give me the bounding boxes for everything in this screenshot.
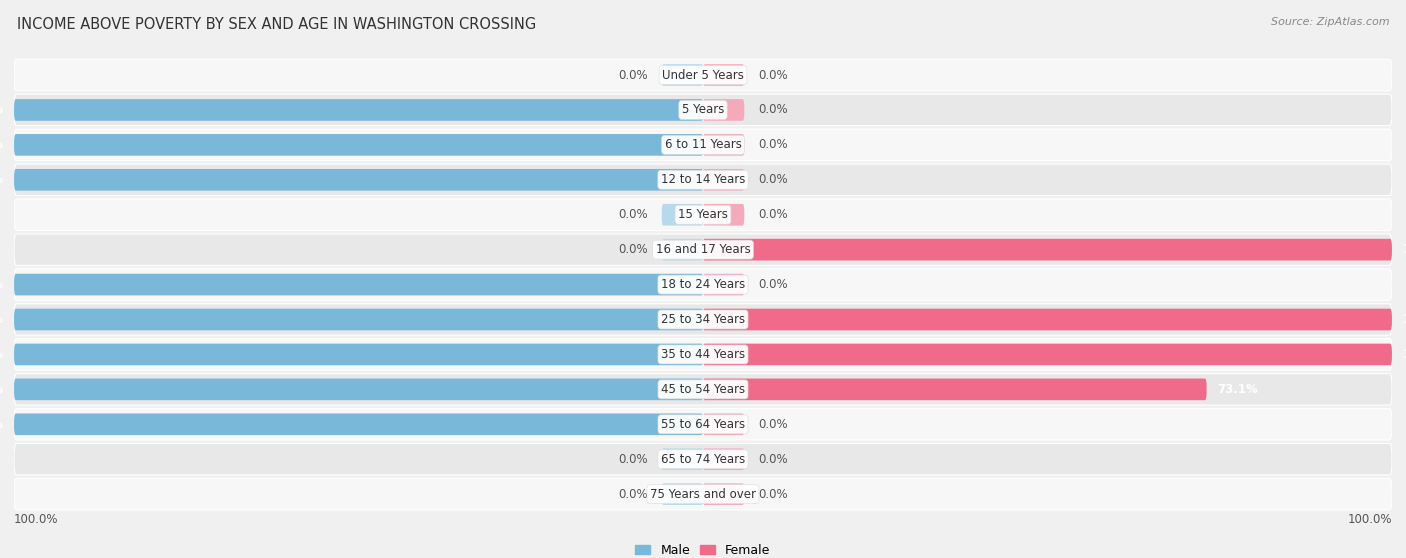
Text: 0.0%: 0.0% [619, 69, 648, 81]
Text: 15 Years: 15 Years [678, 208, 728, 221]
FancyBboxPatch shape [703, 64, 744, 86]
Text: 25 to 34 Years: 25 to 34 Years [661, 313, 745, 326]
Text: 100.0%: 100.0% [0, 313, 4, 326]
FancyBboxPatch shape [703, 239, 1392, 261]
Text: 0.0%: 0.0% [758, 138, 787, 151]
FancyBboxPatch shape [14, 309, 703, 330]
FancyBboxPatch shape [14, 134, 703, 156]
FancyBboxPatch shape [14, 339, 1392, 370]
Text: 0.0%: 0.0% [758, 103, 787, 117]
Text: 100.0%: 100.0% [1402, 243, 1406, 256]
FancyBboxPatch shape [703, 378, 1206, 400]
FancyBboxPatch shape [14, 413, 703, 435]
Text: Source: ZipAtlas.com: Source: ZipAtlas.com [1271, 17, 1389, 27]
Text: 55 to 64 Years: 55 to 64 Years [661, 418, 745, 431]
FancyBboxPatch shape [14, 444, 1392, 475]
FancyBboxPatch shape [14, 199, 1392, 230]
Text: 35 to 44 Years: 35 to 44 Years [661, 348, 745, 361]
Text: 0.0%: 0.0% [758, 418, 787, 431]
Text: INCOME ABOVE POVERTY BY SEX AND AGE IN WASHINGTON CROSSING: INCOME ABOVE POVERTY BY SEX AND AGE IN W… [17, 17, 536, 32]
FancyBboxPatch shape [703, 204, 744, 225]
Text: 6 to 11 Years: 6 to 11 Years [665, 138, 741, 151]
Text: 100.0%: 100.0% [0, 103, 4, 117]
FancyBboxPatch shape [703, 344, 1392, 365]
Text: 100.0%: 100.0% [1347, 513, 1392, 526]
FancyBboxPatch shape [14, 129, 1392, 161]
FancyBboxPatch shape [14, 408, 1392, 440]
FancyBboxPatch shape [703, 413, 744, 435]
Legend: Male, Female: Male, Female [630, 539, 776, 558]
FancyBboxPatch shape [14, 99, 703, 121]
FancyBboxPatch shape [14, 304, 1392, 335]
Text: 0.0%: 0.0% [758, 453, 787, 466]
FancyBboxPatch shape [14, 274, 703, 295]
Text: 0.0%: 0.0% [619, 208, 648, 221]
FancyBboxPatch shape [703, 483, 744, 505]
Text: 100.0%: 100.0% [1402, 313, 1406, 326]
Text: 0.0%: 0.0% [758, 208, 787, 221]
Text: 18 to 24 Years: 18 to 24 Years [661, 278, 745, 291]
Text: 0.0%: 0.0% [619, 243, 648, 256]
FancyBboxPatch shape [662, 239, 703, 261]
FancyBboxPatch shape [703, 449, 744, 470]
Text: 100.0%: 100.0% [0, 348, 4, 361]
Text: 100.0%: 100.0% [0, 418, 4, 431]
FancyBboxPatch shape [14, 478, 1392, 510]
Text: 45 to 54 Years: 45 to 54 Years [661, 383, 745, 396]
Text: 75 Years and over: 75 Years and over [650, 488, 756, 501]
Text: 100.0%: 100.0% [14, 513, 59, 526]
Text: 12 to 14 Years: 12 to 14 Years [661, 174, 745, 186]
FancyBboxPatch shape [703, 309, 1392, 330]
FancyBboxPatch shape [14, 378, 703, 400]
Text: 65 to 74 Years: 65 to 74 Years [661, 453, 745, 466]
FancyBboxPatch shape [14, 344, 703, 365]
Text: 16 and 17 Years: 16 and 17 Years [655, 243, 751, 256]
Text: 5 Years: 5 Years [682, 103, 724, 117]
FancyBboxPatch shape [662, 449, 703, 470]
Text: 0.0%: 0.0% [758, 69, 787, 81]
FancyBboxPatch shape [703, 169, 744, 191]
FancyBboxPatch shape [703, 274, 744, 295]
Text: 0.0%: 0.0% [619, 488, 648, 501]
Text: 0.0%: 0.0% [758, 174, 787, 186]
FancyBboxPatch shape [14, 269, 1392, 300]
Text: 0.0%: 0.0% [619, 453, 648, 466]
Text: 73.1%: 73.1% [1218, 383, 1258, 396]
FancyBboxPatch shape [14, 234, 1392, 266]
FancyBboxPatch shape [14, 374, 1392, 405]
Text: 0.0%: 0.0% [758, 278, 787, 291]
FancyBboxPatch shape [662, 204, 703, 225]
FancyBboxPatch shape [14, 59, 1392, 91]
FancyBboxPatch shape [703, 134, 744, 156]
Text: 100.0%: 100.0% [0, 138, 4, 151]
FancyBboxPatch shape [703, 99, 744, 121]
Text: 100.0%: 100.0% [0, 383, 4, 396]
Text: 100.0%: 100.0% [1402, 348, 1406, 361]
FancyBboxPatch shape [14, 94, 1392, 126]
Text: 100.0%: 100.0% [0, 174, 4, 186]
Text: Under 5 Years: Under 5 Years [662, 69, 744, 81]
FancyBboxPatch shape [662, 64, 703, 86]
FancyBboxPatch shape [14, 164, 1392, 195]
FancyBboxPatch shape [662, 483, 703, 505]
Text: 100.0%: 100.0% [0, 278, 4, 291]
FancyBboxPatch shape [14, 169, 703, 191]
Text: 0.0%: 0.0% [758, 488, 787, 501]
